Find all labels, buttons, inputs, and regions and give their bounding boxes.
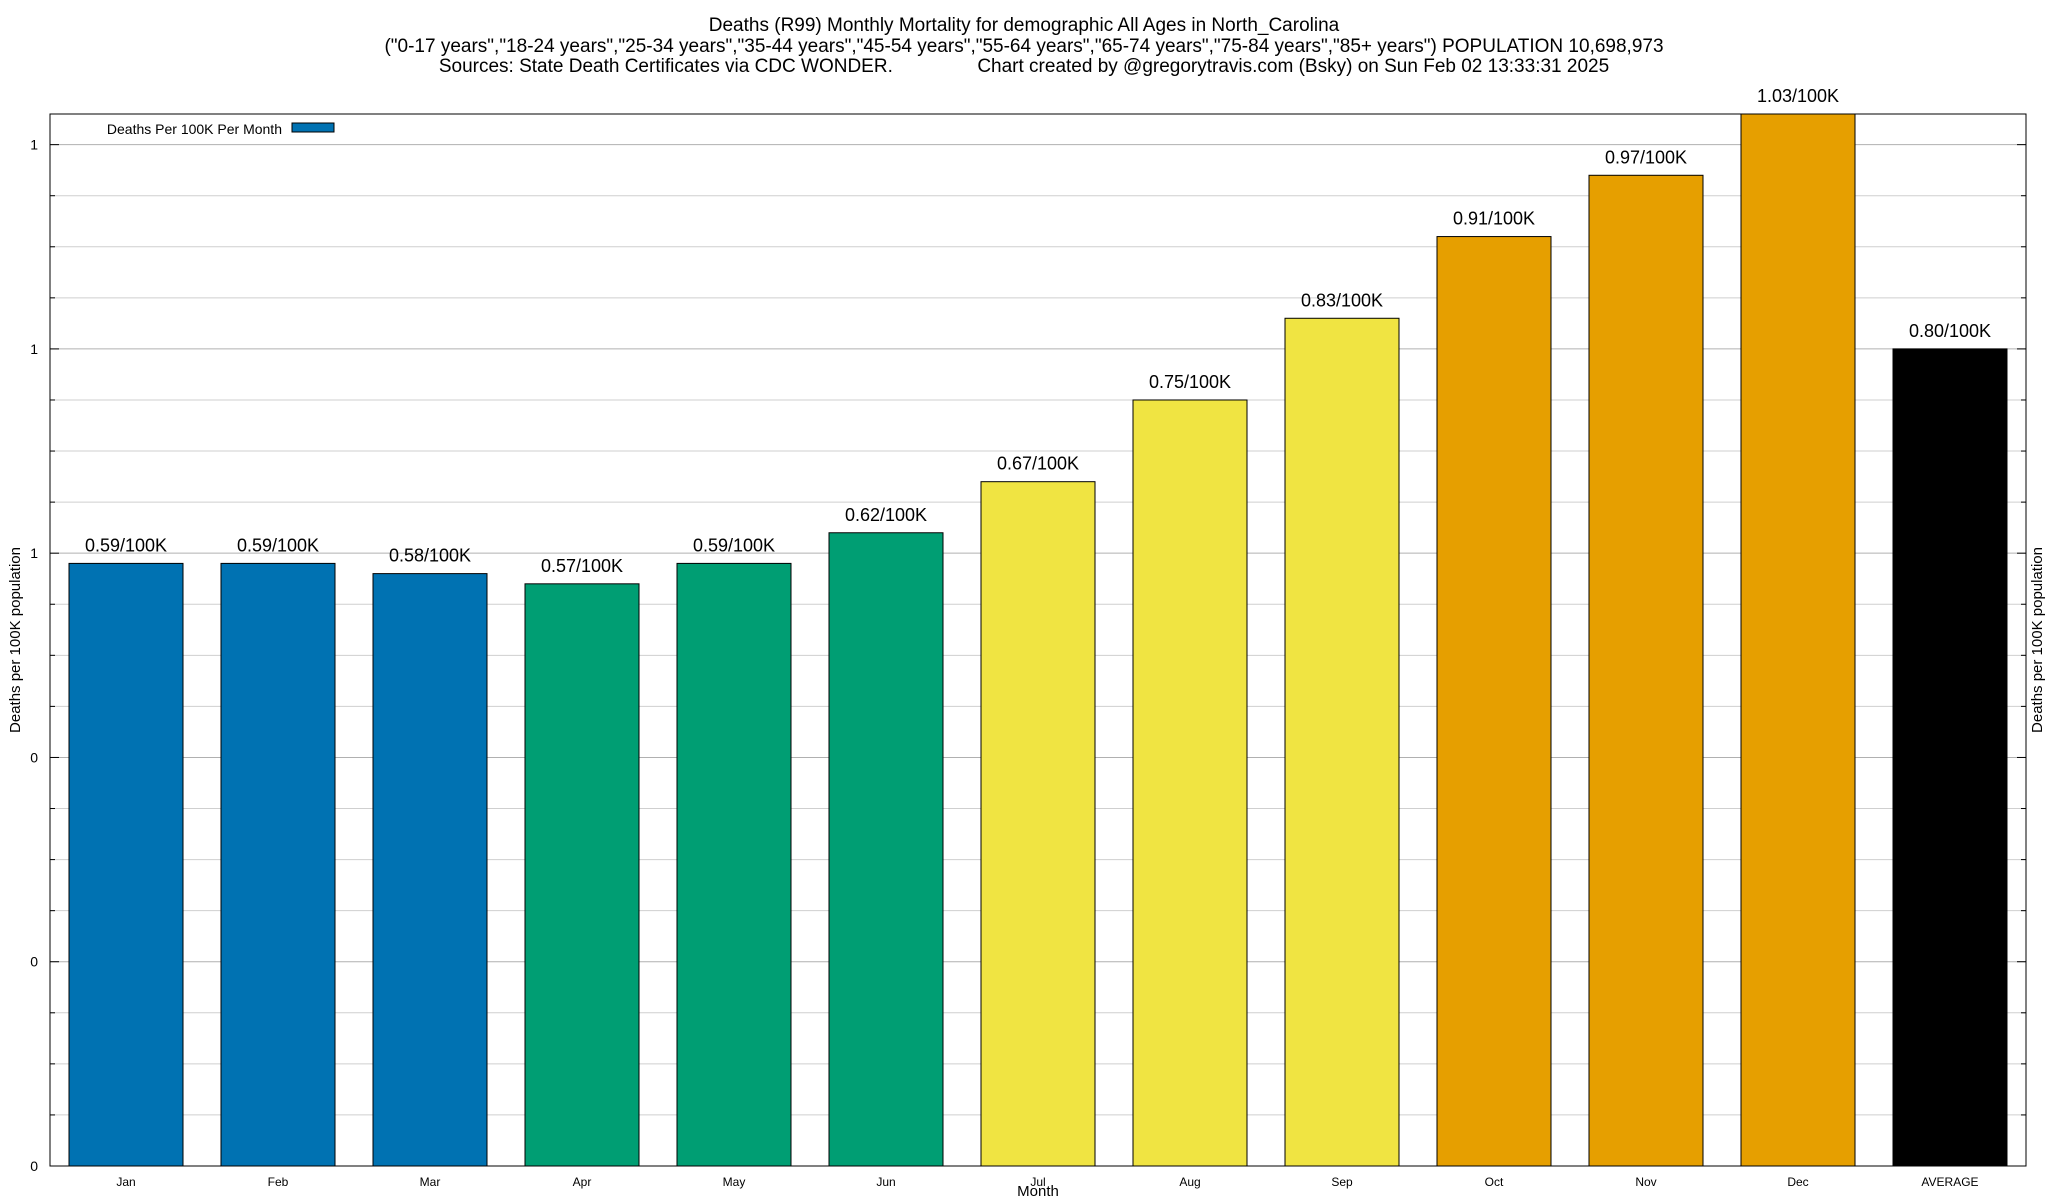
bar-value-label: 0.58/100K (389, 546, 471, 566)
x-tick-label: Aug (1179, 1175, 1200, 1189)
y-tick-label: 1 (30, 545, 38, 561)
x-tick-label: May (723, 1175, 746, 1189)
bar-value-label: 0.80/100K (1909, 321, 1991, 341)
axis-ticks: 0 0 0 1 1 1 Jan Feb Mar Apr May Jun Jul Aug Sep Oct Nov D… (30, 137, 2026, 1189)
x-tick-label: Dec (1787, 1175, 1808, 1189)
x-tick-label: Nov (1635, 1175, 1656, 1189)
bar-feb (220, 562, 336, 1167)
plot-frame (49, 113, 2027, 1167)
legend-swatch (291, 122, 335, 133)
y-axis-label-right: Deaths per 100K population (2029, 547, 2046, 733)
bars (68, 113, 2008, 1167)
y-tick-label: 0 (30, 1158, 38, 1174)
bar-value-label: 0.59/100K (85, 535, 167, 555)
bar-value-label: 0.59/100K (237, 535, 319, 555)
bar-value-label: 0.59/100K (693, 535, 775, 555)
legend: Deaths Per 100K Per Month (107, 121, 335, 137)
chart-title-line-1: Deaths (R99) Monthly Mortality for demog… (709, 15, 1340, 36)
bar-aug (1132, 399, 1248, 1167)
bar-may (676, 562, 792, 1167)
x-tick-label: AVERAGE (1921, 1175, 1978, 1189)
bar-jul (980, 481, 1096, 1167)
bar-dec (1740, 113, 1856, 1167)
x-tick-label: Apr (573, 1175, 592, 1189)
bar-average (1892, 348, 2008, 1167)
bar-value-label: 0.75/100K (1149, 372, 1231, 392)
chart-title-line-3: Sources: State Death Certificates via CD… (439, 56, 1609, 77)
bar-value-label: 0.57/100K (541, 556, 623, 576)
x-axis-label: Month (1017, 1183, 1059, 1200)
x-tick-label: Jan (116, 1175, 135, 1189)
x-tick-label: Mar (420, 1175, 441, 1189)
x-tick-label: Oct (1485, 1175, 1504, 1189)
y-tick-label: 1 (30, 341, 38, 357)
bar-nov (1588, 174, 1704, 1167)
y-tick-label: 0 (30, 954, 38, 970)
bar-value-label: 0.91/100K (1453, 209, 1535, 229)
data-labels: 0.59/100K 0.59/100K 0.58/100K 0.57/100K 0.59… (85, 86, 1991, 576)
bar-value-label: 1.03/100K (1757, 86, 1839, 106)
bar-jun (828, 532, 944, 1167)
legend-label: Deaths Per 100K Per Month (107, 121, 282, 137)
y-axis-label-left: Deaths per 100K population (7, 547, 24, 733)
x-tick-label: Feb (268, 1175, 289, 1189)
bar-oct (1436, 236, 1552, 1167)
bar-value-label: 0.67/100K (997, 454, 1079, 474)
bar-jan (68, 562, 184, 1167)
x-tick-label: Jul (1030, 1175, 1045, 1189)
x-tick-label: Sep (1331, 1175, 1353, 1189)
bar-mar (372, 573, 488, 1167)
y-tick-label: 1 (30, 137, 38, 153)
bar-apr (524, 583, 640, 1167)
y-tick-label: 0 (30, 749, 38, 765)
x-tick-label: Jun (876, 1175, 895, 1189)
bar-sep (1284, 317, 1400, 1167)
bar-value-label: 0.97/100K (1605, 147, 1687, 167)
bar-value-label: 0.62/100K (845, 505, 927, 525)
bar-value-label: 0.83/100K (1301, 290, 1383, 310)
chart-title-line-2: ("0-17 years","18-24 years","25-34 years… (384, 36, 1663, 57)
